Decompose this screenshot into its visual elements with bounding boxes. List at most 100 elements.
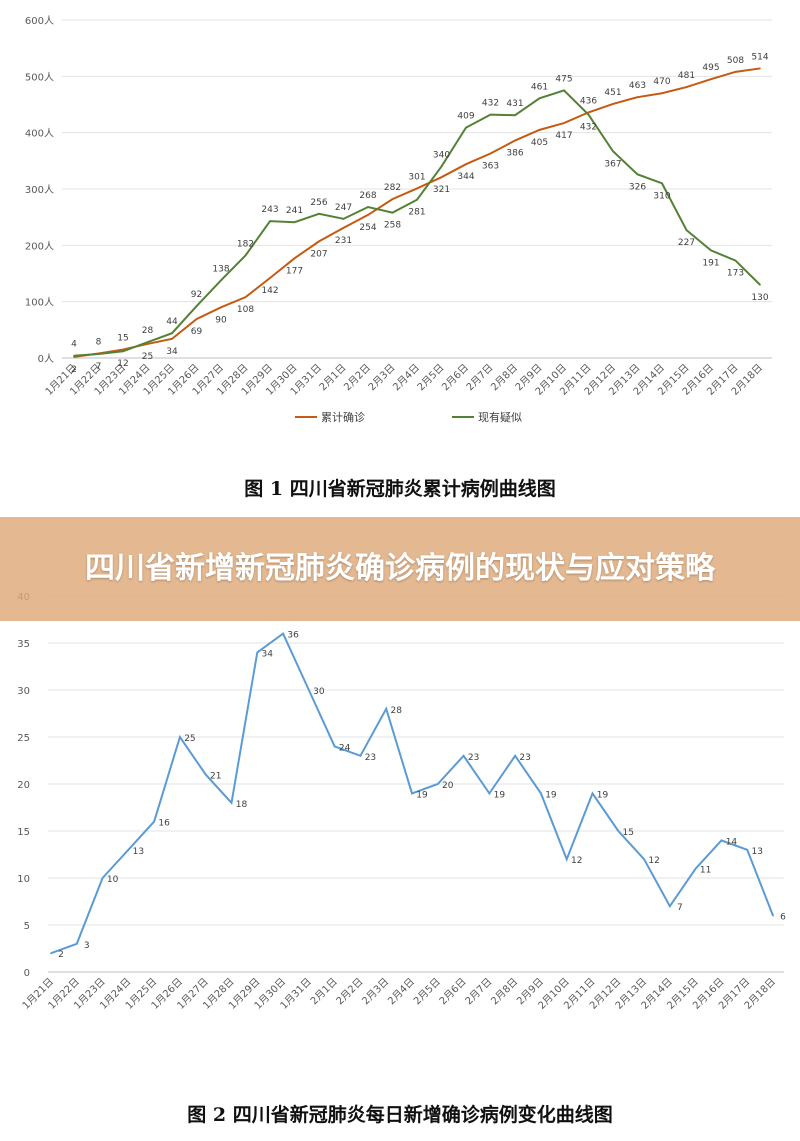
data-point (465, 126, 467, 129)
y-tick-label: 35 (17, 639, 30, 650)
x-tick-label: 2月5日 (411, 976, 443, 1008)
data-point (563, 122, 565, 124)
title-banner: 四川省新增新冠肺炎确诊病例的现状与应对策略 (0, 517, 800, 621)
x-tick-label: 2月6日 (437, 976, 469, 1008)
daily-new-cases-chart: 05101520253035401月21日1月22日1月23日1月24日1月25… (17, 592, 786, 1012)
data-point (293, 257, 296, 260)
data-label: 28 (390, 706, 402, 716)
data-point (244, 296, 247, 298)
data-label: 4 (71, 340, 77, 350)
data-label: 8 (96, 337, 102, 347)
data-label: 14 (726, 837, 738, 847)
data-point (636, 173, 639, 176)
data-point (293, 221, 296, 224)
data-point (612, 103, 614, 105)
data-label: 508 (727, 56, 744, 66)
data-point (685, 86, 688, 88)
data-point (514, 114, 516, 117)
y-tick-label: 30 (17, 686, 30, 697)
data-point (97, 353, 100, 355)
y-tick-label: 600人 (25, 15, 54, 27)
data-label: 326 (629, 182, 646, 192)
data-point (661, 92, 663, 95)
data-point (101, 877, 104, 879)
data-point (436, 783, 439, 785)
data-point (416, 198, 418, 201)
data-point (195, 305, 198, 307)
y-tick-label: 15 (17, 827, 30, 838)
data-label: 3 (84, 941, 90, 951)
data-point (587, 111, 590, 114)
data-point (269, 220, 271, 222)
data-point (256, 651, 259, 654)
data-point (465, 163, 467, 166)
data-label: 321 (433, 185, 450, 195)
data-label: 367 (604, 159, 621, 169)
data-label: 241 (286, 206, 303, 216)
data-point (153, 820, 155, 823)
data-point (643, 858, 645, 860)
data-label: 138 (212, 264, 229, 274)
data-label: 44 (166, 317, 178, 327)
data-label: 108 (237, 305, 254, 315)
data-label: 282 (384, 183, 401, 193)
data-label: 227 (678, 238, 695, 248)
data-point (734, 259, 737, 262)
figure2-caption: 图 2 四川省新冠肺炎每日新增确诊病例变化曲线图 (187, 1104, 613, 1126)
data-label: 340 (433, 150, 450, 160)
data-label: 69 (191, 327, 203, 337)
data-label: 254 (359, 223, 376, 233)
data-point (694, 867, 697, 870)
data-label: 436 (580, 96, 597, 106)
y-tick-label: 200人 (25, 240, 54, 252)
data-label: 301 (408, 172, 425, 182)
y-tick-label: 100人 (25, 297, 54, 309)
data-label: 432 (482, 99, 499, 109)
data-point (538, 129, 541, 131)
series-line-2 (73, 89, 761, 357)
data-label: 182 (237, 239, 254, 249)
data-label: 90 (215, 315, 227, 325)
data-label: 258 (384, 221, 401, 231)
data-label: 409 (457, 112, 474, 122)
data-label: 18 (236, 800, 248, 810)
data-label: 7 (677, 903, 683, 913)
data-label: 2 (71, 365, 77, 375)
data-label: 12 (571, 856, 582, 866)
data-label: 451 (604, 88, 621, 98)
data-label: 142 (261, 286, 278, 296)
y-tick-label: 500人 (25, 71, 54, 83)
data-point (617, 830, 620, 832)
data-label: 6 (780, 913, 786, 923)
data-label: 23 (468, 753, 479, 763)
data-label: 23 (519, 753, 530, 763)
data-point (514, 755, 516, 757)
data-label: 481 (678, 71, 695, 81)
data-point (612, 150, 614, 153)
data-point (318, 240, 320, 243)
legend-label: 现有疑似 (478, 410, 522, 424)
data-point (440, 176, 443, 178)
data-point (342, 218, 345, 220)
data-label: 12 (117, 359, 128, 369)
data-label: 344 (457, 172, 474, 182)
data-point (333, 745, 336, 748)
data-label: 514 (751, 52, 768, 62)
data-label: 12 (648, 856, 659, 866)
x-tick-label: 2月1日 (308, 976, 340, 1008)
data-point (391, 211, 394, 214)
data-label: 23 (365, 753, 376, 763)
data-point (488, 792, 491, 795)
data-label: 19 (494, 790, 506, 800)
data-label: 20 (442, 781, 454, 791)
legend-label: 累计确诊 (321, 410, 365, 424)
y-tick-label: 400人 (25, 128, 54, 140)
y-tick-label: 5 (24, 921, 30, 932)
y-tick-label: 300人 (25, 184, 54, 196)
data-point (244, 254, 247, 257)
data-point (772, 914, 774, 917)
data-label: 470 (653, 77, 670, 87)
data-label: 432 (580, 123, 597, 133)
data-label: 177 (286, 266, 303, 276)
data-label: 25 (142, 352, 153, 362)
